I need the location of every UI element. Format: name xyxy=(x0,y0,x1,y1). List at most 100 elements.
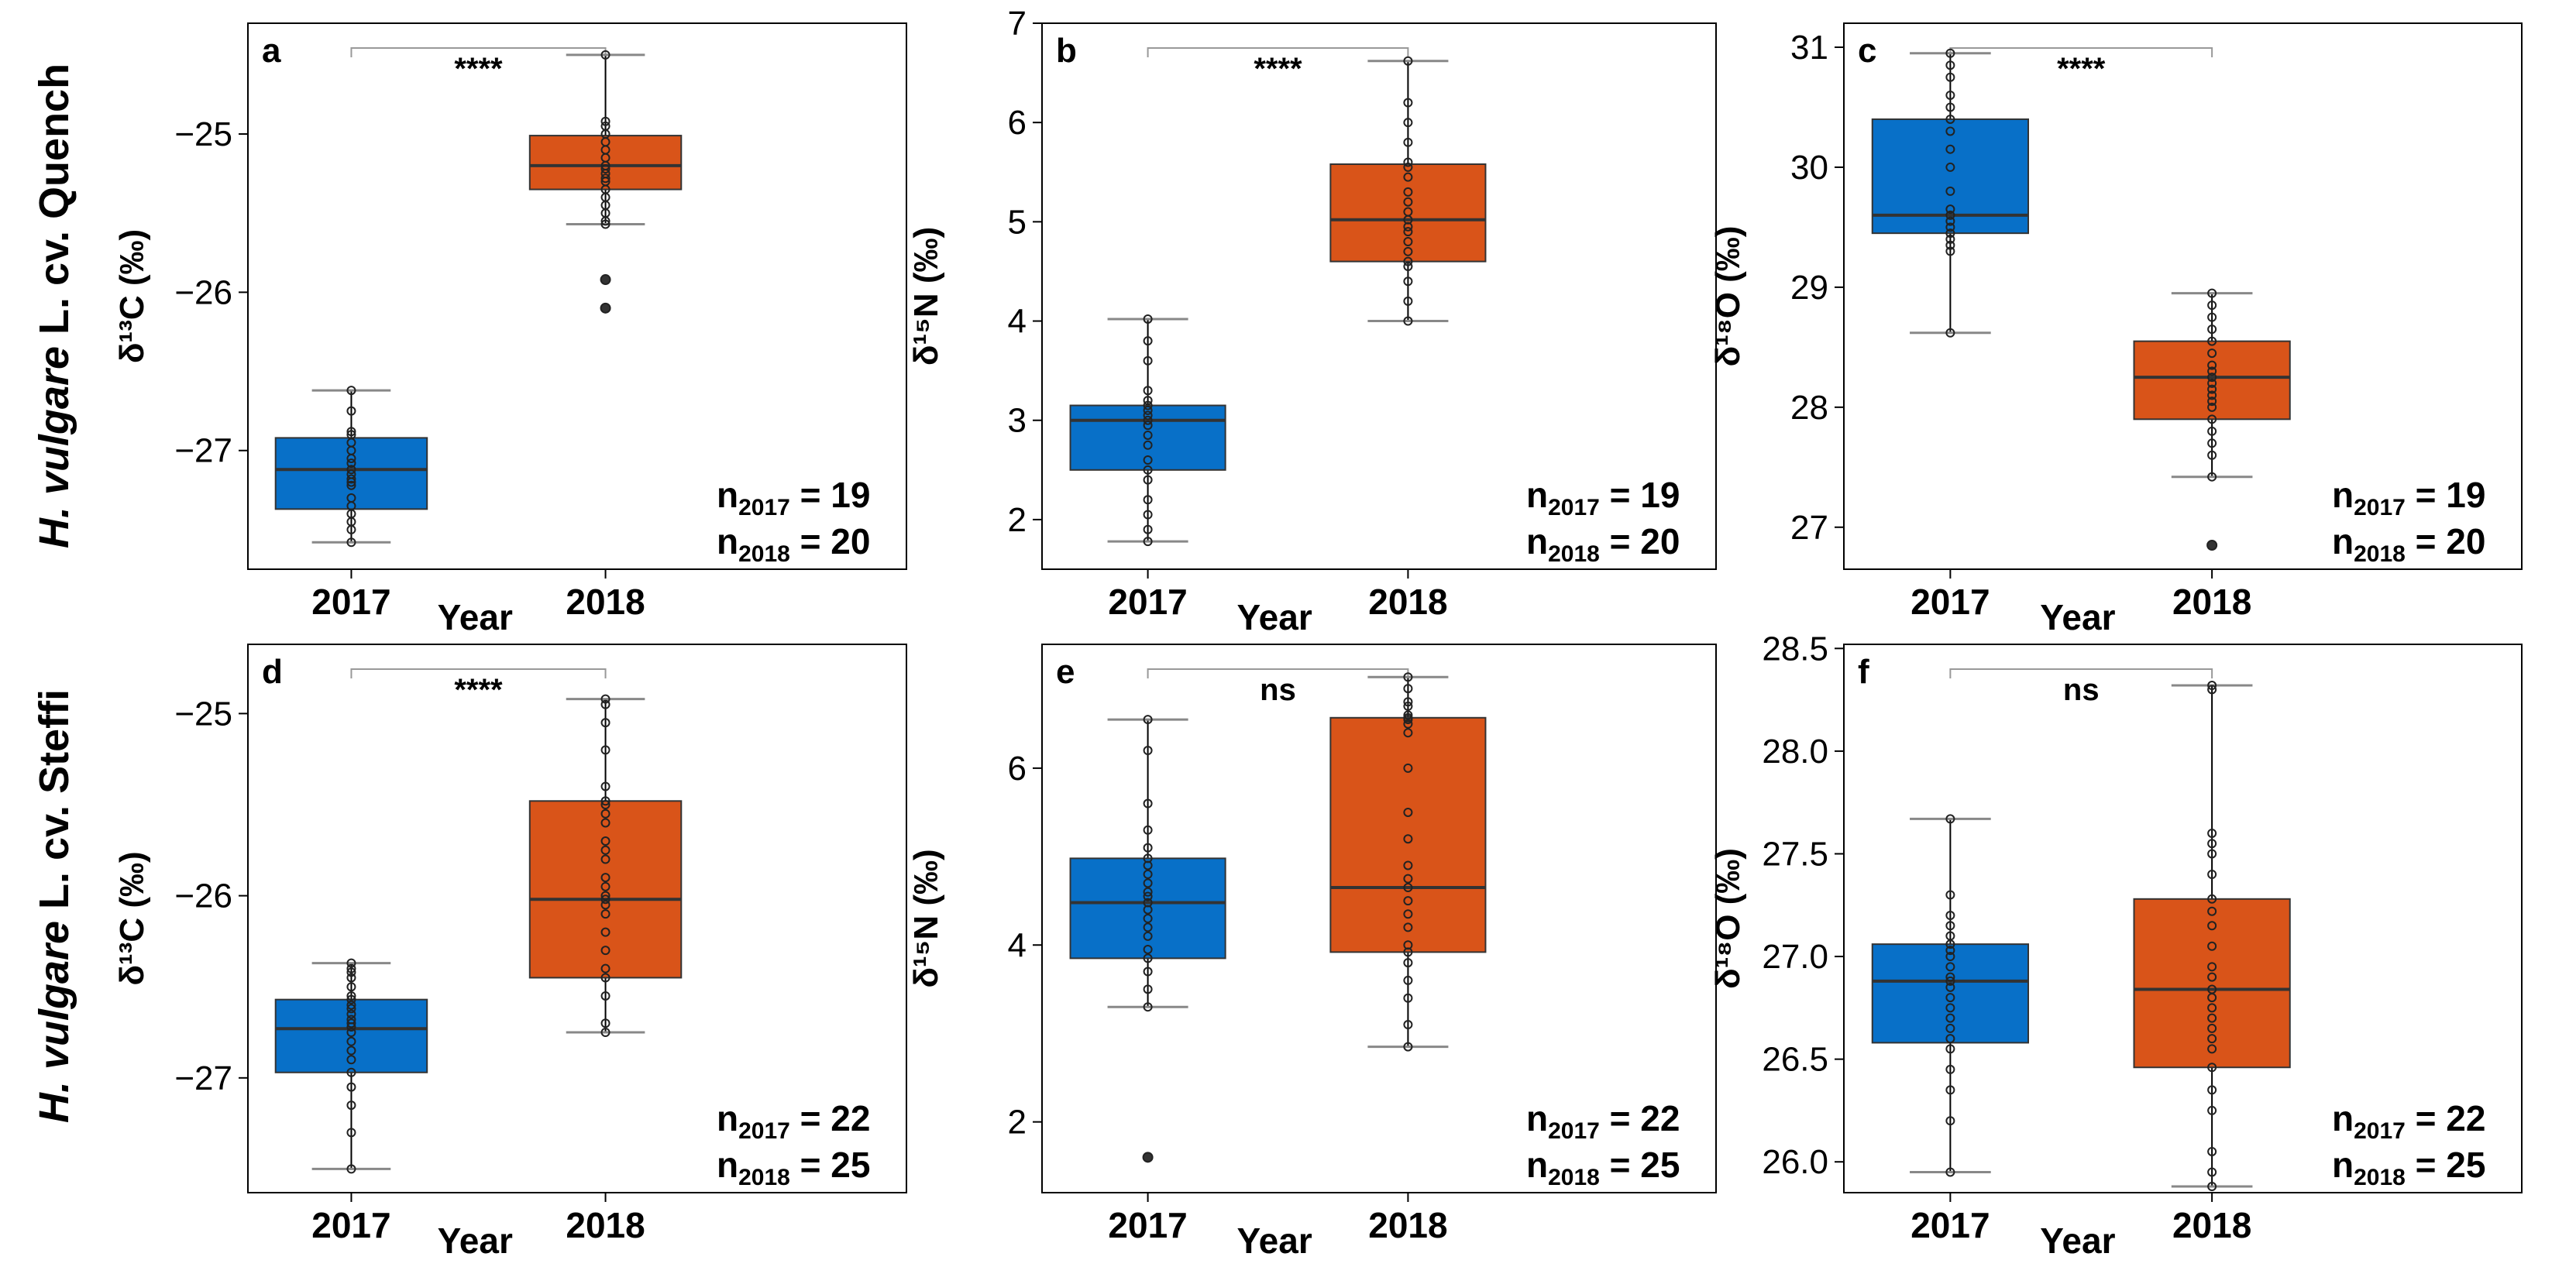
data-point xyxy=(1403,207,1413,217)
data-point xyxy=(346,474,356,484)
data-point xyxy=(1403,1020,1413,1030)
n-label-2017: n2017 = 19 xyxy=(717,475,870,520)
data-point xyxy=(2207,1085,2217,1095)
data-point xyxy=(346,386,356,396)
data-point xyxy=(600,694,610,704)
data-point xyxy=(346,1004,356,1014)
data-point xyxy=(1143,455,1153,465)
data-point xyxy=(346,994,356,1004)
y-axis-label: δ¹⁵N (‰) xyxy=(907,849,945,987)
data-point xyxy=(2207,906,2217,916)
data-point xyxy=(2207,1034,2217,1044)
data-point xyxy=(346,1128,356,1138)
data-point xyxy=(346,1015,356,1025)
box-2018 xyxy=(528,694,683,1038)
data-point xyxy=(1945,72,1955,82)
data-point xyxy=(1143,843,1153,853)
data-point xyxy=(600,946,610,956)
data-point xyxy=(600,909,610,919)
y-tick-label: 28 xyxy=(1790,389,1828,427)
plot-frame xyxy=(1843,22,2523,570)
y-tick-label: 6 xyxy=(1008,750,1027,788)
data-point xyxy=(600,173,610,184)
data-point xyxy=(1403,221,1413,232)
data-point xyxy=(1945,890,1955,900)
data-point xyxy=(2207,685,2217,695)
data-point xyxy=(600,891,610,901)
x-axis-label: Year xyxy=(1237,597,1312,637)
data-point xyxy=(1945,1085,1955,1095)
plot-frame xyxy=(1843,644,2523,1193)
data-point xyxy=(1143,524,1153,534)
data-point xyxy=(346,982,356,992)
outlier-point xyxy=(2206,540,2218,551)
data-point xyxy=(1403,940,1413,950)
data-point xyxy=(346,1067,356,1077)
box-iqr xyxy=(528,800,683,979)
data-point xyxy=(1403,993,1413,1003)
data-point xyxy=(600,216,610,226)
data-point xyxy=(600,699,610,709)
data-point xyxy=(346,430,356,440)
data-point xyxy=(346,973,356,983)
data-point xyxy=(346,465,356,475)
significance-label: **** xyxy=(454,52,503,86)
box-2018 xyxy=(2133,288,2291,551)
data-point xyxy=(2207,972,2217,982)
data-point xyxy=(1403,56,1413,66)
panel-letter: e xyxy=(1056,653,1075,691)
y-axis-label: δ¹³C (‰) xyxy=(113,851,151,985)
y-tick-label: 31 xyxy=(1790,29,1828,67)
box-iqr xyxy=(1069,857,1226,960)
data-point xyxy=(346,427,356,437)
x-tick-label: 2018 xyxy=(566,1205,645,1245)
data-point xyxy=(1143,825,1153,835)
data-point xyxy=(1143,386,1153,396)
data-point xyxy=(2207,384,2217,394)
significance-bracket xyxy=(350,668,607,678)
data-point xyxy=(1945,1116,1955,1126)
panel-letter: d xyxy=(262,653,283,691)
data-point xyxy=(1945,186,1955,196)
data-point xyxy=(600,894,610,905)
data-point xyxy=(1143,475,1153,485)
data-point xyxy=(1143,465,1153,475)
row-label-steffi-italic: H. vulgare xyxy=(31,921,77,1123)
data-point xyxy=(1403,719,1413,729)
row-label-quench-italic: H. vulgare xyxy=(31,346,77,548)
data-point xyxy=(1403,958,1413,968)
data-point xyxy=(1945,1013,1955,1023)
data-point xyxy=(1945,60,1955,70)
data-point xyxy=(2207,1063,2217,1073)
panel-e: 2 4 6 2017 2018 Year δ¹⁵N (‰) e ns n2017 = 22n201… xyxy=(907,644,1717,1261)
data-point xyxy=(1143,887,1153,897)
data-point xyxy=(600,745,610,755)
data-point xyxy=(1945,982,1955,992)
panel-letter: f xyxy=(1858,653,1869,691)
x-axis-label: Year xyxy=(1237,1221,1312,1261)
data-point xyxy=(2207,366,2217,376)
box-iqr xyxy=(2133,898,2291,1069)
box-2017 xyxy=(274,958,428,1174)
data-point xyxy=(1945,234,1955,244)
data-point xyxy=(1945,976,1955,986)
data-point xyxy=(2207,426,2217,436)
data-point xyxy=(1403,256,1413,266)
data-point xyxy=(1143,400,1153,410)
data-point xyxy=(1403,807,1413,817)
data-point xyxy=(346,1000,356,1010)
data-point xyxy=(1143,967,1153,977)
data-point xyxy=(600,219,610,229)
data-point xyxy=(2207,360,2217,370)
data-point xyxy=(2207,378,2217,388)
data-point xyxy=(2207,390,2217,400)
y-tick-label: −27 xyxy=(174,432,232,470)
data-point xyxy=(600,854,610,864)
n-label-2018: n2018 = 20 xyxy=(1526,521,1680,567)
data-point xyxy=(346,406,356,416)
data-point xyxy=(1403,98,1413,108)
data-point xyxy=(2207,312,2217,322)
data-point xyxy=(1143,922,1153,932)
y-tick-label: 27.0 xyxy=(1762,938,1828,976)
box-2017 xyxy=(1871,814,2029,1177)
